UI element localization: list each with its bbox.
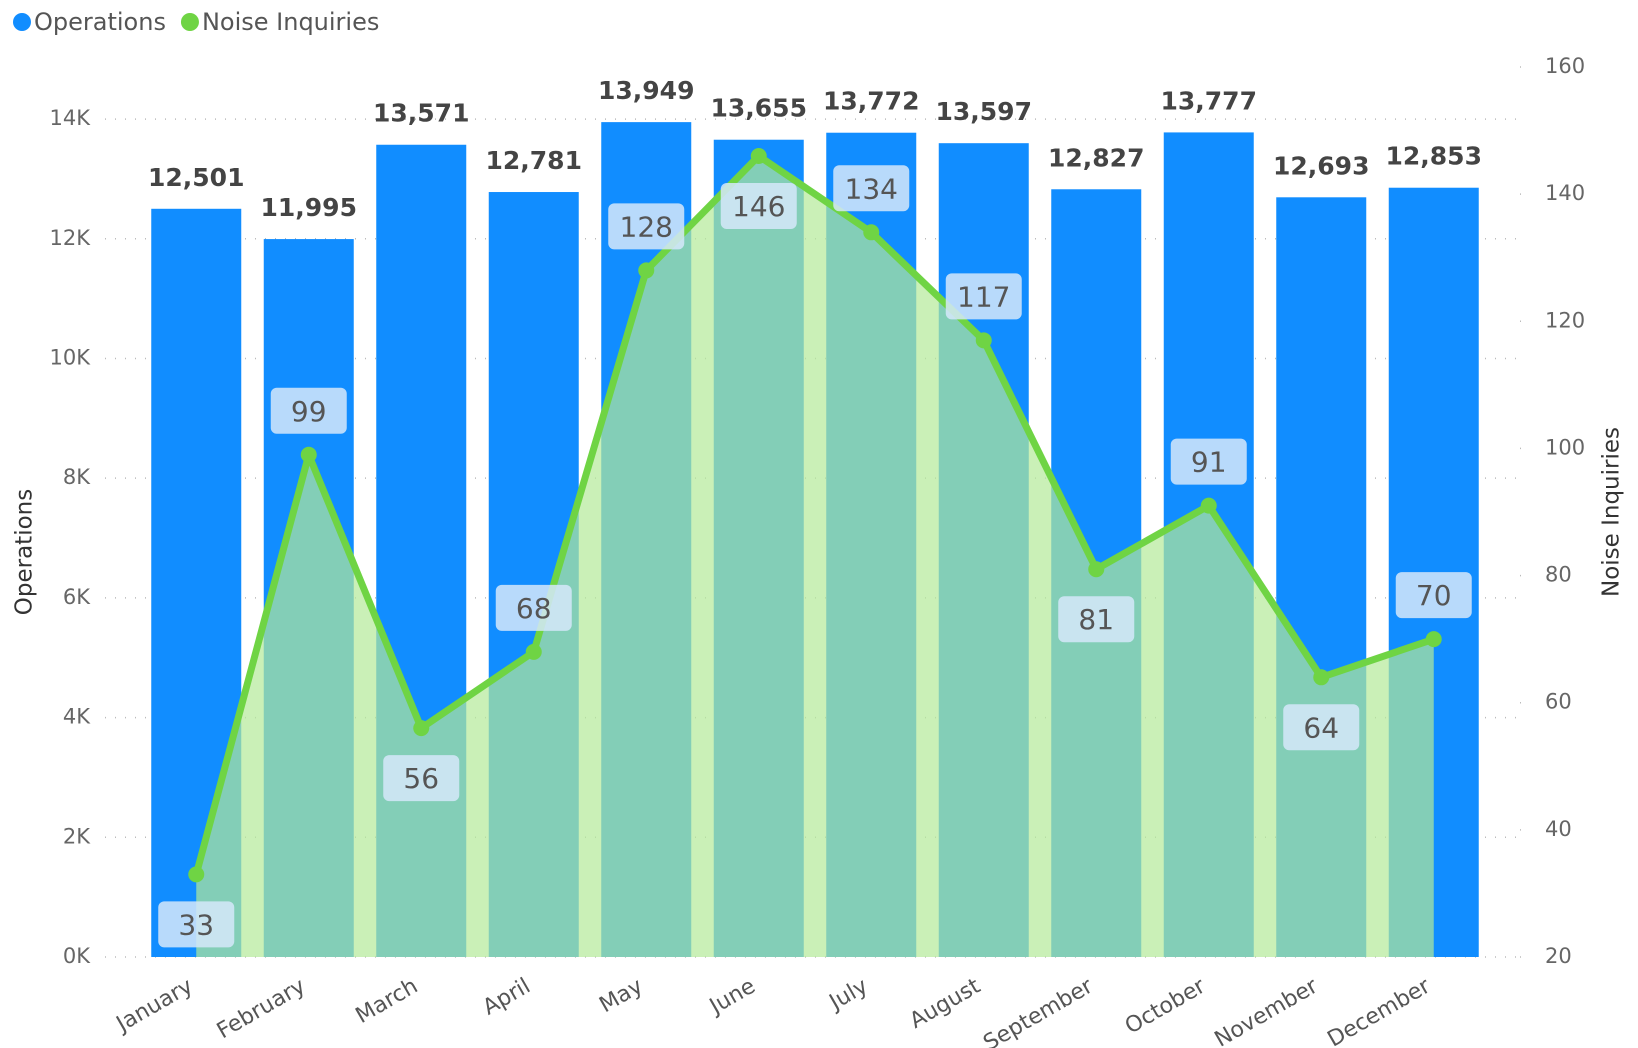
x-tick-label: January — [111, 974, 197, 1038]
data-label-box — [1170, 438, 1247, 485]
data-label-box — [720, 183, 797, 229]
y2-tick-label: 60 — [1545, 690, 1572, 714]
line-point — [413, 720, 430, 737]
x-tick-label: October — [1121, 973, 1211, 1039]
y-tick-label: 0K — [63, 944, 91, 968]
y2-tick-label: 120 — [1545, 308, 1585, 332]
x-tick-label: November — [1211, 973, 1323, 1048]
line-value-label: 70 — [1416, 579, 1452, 612]
y2-axis-title: Noise Inquiries — [1599, 427, 1625, 597]
line-value-label: 134 — [845, 172, 898, 205]
line-point — [300, 446, 317, 463]
y2-tick-label: 80 — [1545, 563, 1572, 587]
line-point — [975, 332, 992, 349]
x-tick-label: May — [595, 974, 647, 1018]
line-value-label: 81 — [1078, 603, 1114, 636]
bar-value-label: 13,777 — [1161, 86, 1257, 115]
area — [196, 156, 1434, 957]
bar-value-label: 13,571 — [373, 99, 469, 128]
bar-value-label: 12,827 — [1048, 143, 1144, 172]
line-value-label: 56 — [403, 762, 439, 795]
x-tick-label: July — [824, 974, 873, 1016]
x-tick-label: September — [979, 973, 1098, 1048]
bar-value-label: 13,597 — [936, 97, 1032, 126]
bar-value-label: 12,501 — [148, 163, 244, 192]
line-value-label: 99 — [291, 395, 327, 428]
data-label-box — [383, 755, 460, 802]
legend-swatch — [180, 13, 199, 31]
line-value-label: 68 — [516, 592, 552, 625]
x-tick-label: June — [704, 974, 760, 1021]
data-label-box — [1395, 572, 1472, 619]
line-point — [863, 224, 880, 241]
bar-value-label: 11,995 — [261, 193, 357, 222]
x-tick-label: August — [906, 974, 985, 1034]
y2-tick-label: 140 — [1545, 181, 1585, 205]
y-tick-label: 10K — [50, 345, 92, 369]
y2-tick-label: 100 — [1545, 435, 1585, 459]
y-tick-label: 12K — [50, 226, 92, 250]
x-tick-label: December — [1323, 973, 1435, 1048]
line-value-label: 146 — [732, 190, 785, 223]
line-value-label: 64 — [1303, 711, 1339, 744]
data-label-box — [158, 901, 235, 948]
line-point — [1425, 631, 1442, 648]
bar-value-label: 12,693 — [1273, 151, 1369, 180]
y2-tick-label: 20 — [1545, 944, 1572, 968]
y-tick-label: 4K — [63, 705, 91, 729]
bar-value-label: 13,772 — [823, 87, 919, 116]
line-point — [1313, 669, 1330, 686]
line-point — [1200, 497, 1217, 514]
line-value-label: 128 — [620, 210, 673, 243]
x-tick-label: February — [213, 974, 310, 1044]
line-point — [188, 866, 205, 883]
line-value-label: 33 — [178, 908, 214, 941]
line-point — [525, 643, 542, 660]
bar-value-label: 13,949 — [598, 76, 694, 105]
bar-value-label: 12,781 — [486, 146, 582, 175]
y2-tick-label: 40 — [1545, 817, 1572, 841]
y-tick-label: 8K — [63, 465, 91, 489]
line-point — [638, 262, 655, 279]
y-axis-title: Operations — [12, 489, 38, 615]
y2-tick-label: 160 — [1545, 54, 1585, 78]
data-label-box — [833, 165, 910, 212]
line — [192, 152, 1435, 876]
data-label-box — [608, 203, 685, 250]
line-point — [1088, 561, 1105, 578]
x-tick-label: April — [479, 974, 535, 1021]
y-tick-label: 2K — [63, 824, 91, 848]
data-label-box — [270, 387, 347, 434]
bar-value-label: 12,853 — [1386, 142, 1482, 171]
legend-label: Noise Inquiries — [202, 8, 379, 36]
bar-value-label: 13,655 — [711, 94, 807, 123]
legend-swatch — [13, 13, 31, 31]
data-label-box — [1283, 704, 1360, 751]
line-value-label: 117 — [957, 280, 1010, 313]
y-tick-label: 14K — [50, 106, 92, 130]
data-label-box — [495, 584, 572, 631]
line-value-label: 91 — [1191, 446, 1227, 479]
data-label-box — [1058, 596, 1135, 643]
data-label-box — [945, 273, 1022, 320]
x-tick-label: March — [352, 974, 423, 1029]
legend-label: Operations — [34, 8, 166, 36]
y-tick-label: 6K — [63, 585, 91, 609]
line-point — [750, 148, 767, 164]
